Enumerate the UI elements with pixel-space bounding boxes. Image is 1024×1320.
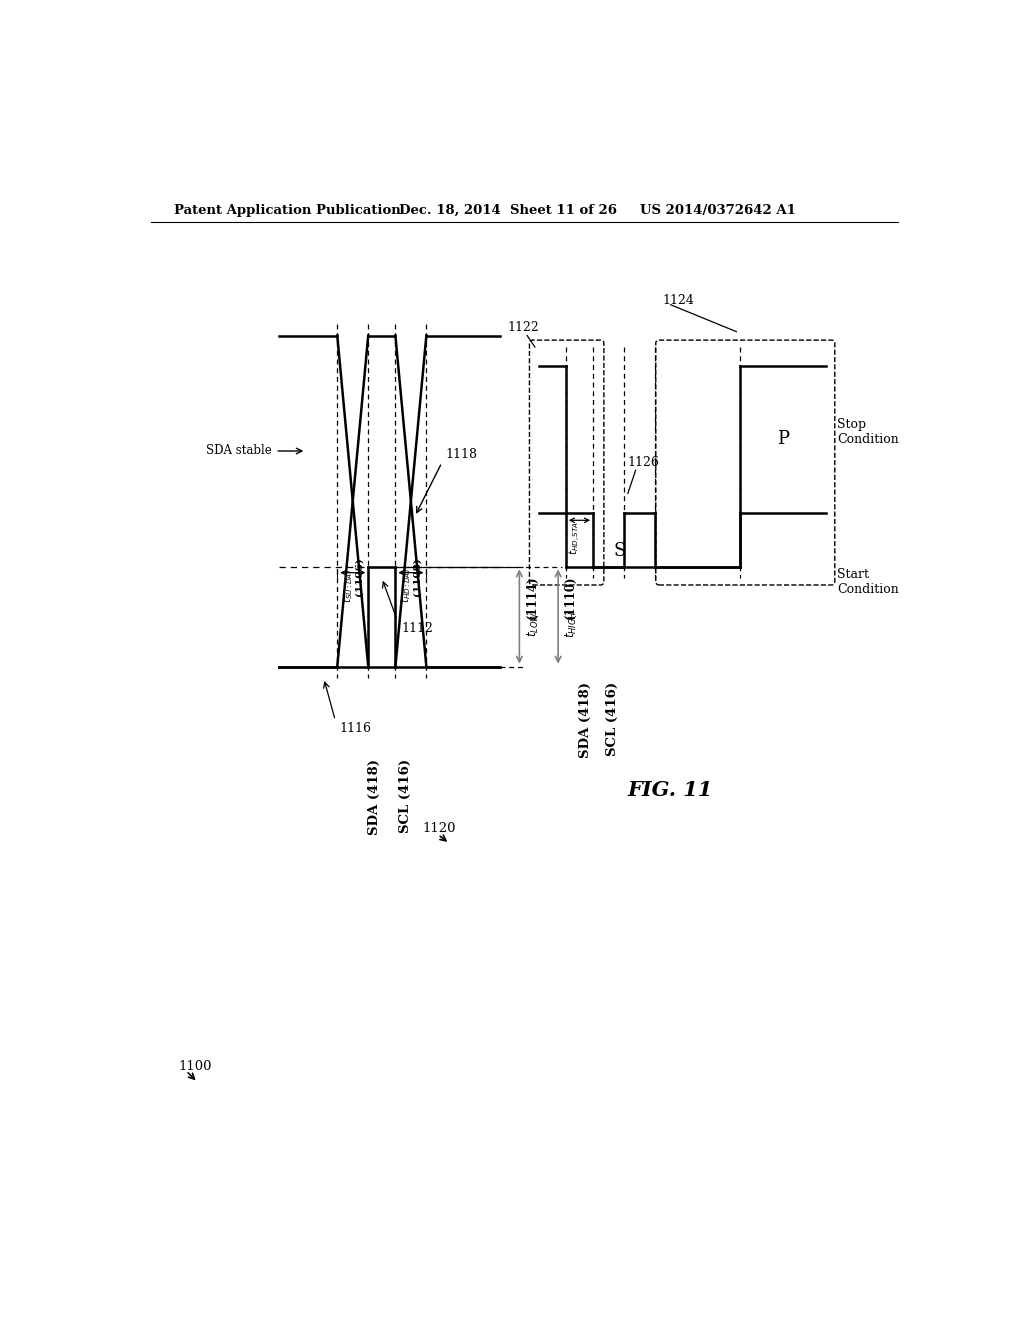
Text: (1106): (1106) (354, 557, 364, 595)
Text: US 2014/0372642 A1: US 2014/0372642 A1 (640, 205, 796, 218)
Text: SDA (418): SDA (418) (579, 682, 592, 758)
Text: SDA (418): SDA (418) (368, 759, 381, 836)
Text: P: P (777, 430, 788, 449)
Text: 1126: 1126 (628, 455, 659, 469)
Text: Dec. 18, 2014  Sheet 11 of 26: Dec. 18, 2014 Sheet 11 of 26 (399, 205, 617, 218)
Text: Stop
Condition: Stop Condition (838, 417, 899, 446)
Text: $t_{HD:DAT}$: $t_{HD:DAT}$ (399, 565, 413, 603)
Text: SCL (416): SCL (416) (606, 682, 618, 756)
Text: 1116: 1116 (339, 722, 371, 735)
Text: $t_{LOW}$: $t_{LOW}$ (525, 611, 541, 638)
Text: SCL (416): SCL (416) (398, 759, 412, 833)
Text: (1114): (1114) (525, 576, 539, 619)
Text: (1108): (1108) (413, 557, 422, 595)
Text: 1120: 1120 (423, 822, 456, 834)
Text: 1112: 1112 (401, 622, 433, 635)
Text: S: S (614, 543, 627, 560)
Text: 1100: 1100 (178, 1060, 212, 1073)
Text: FIG. 11: FIG. 11 (628, 780, 713, 800)
Text: 1122: 1122 (508, 321, 540, 334)
Text: $t_{HD,STA}$: $t_{HD,STA}$ (568, 520, 583, 554)
Text: 1124: 1124 (663, 294, 694, 308)
Text: $t_{HIGH}$: $t_{HIGH}$ (564, 610, 580, 638)
Text: 1118: 1118 (445, 449, 478, 462)
Text: SDA stable: SDA stable (206, 445, 271, 458)
Text: Patent Application Publication: Patent Application Publication (174, 205, 401, 218)
Text: $t_{SU:DAT}$: $t_{SU:DAT}$ (341, 566, 355, 603)
Text: (1110): (1110) (564, 576, 578, 619)
Text: Start
Condition: Start Condition (838, 568, 899, 595)
